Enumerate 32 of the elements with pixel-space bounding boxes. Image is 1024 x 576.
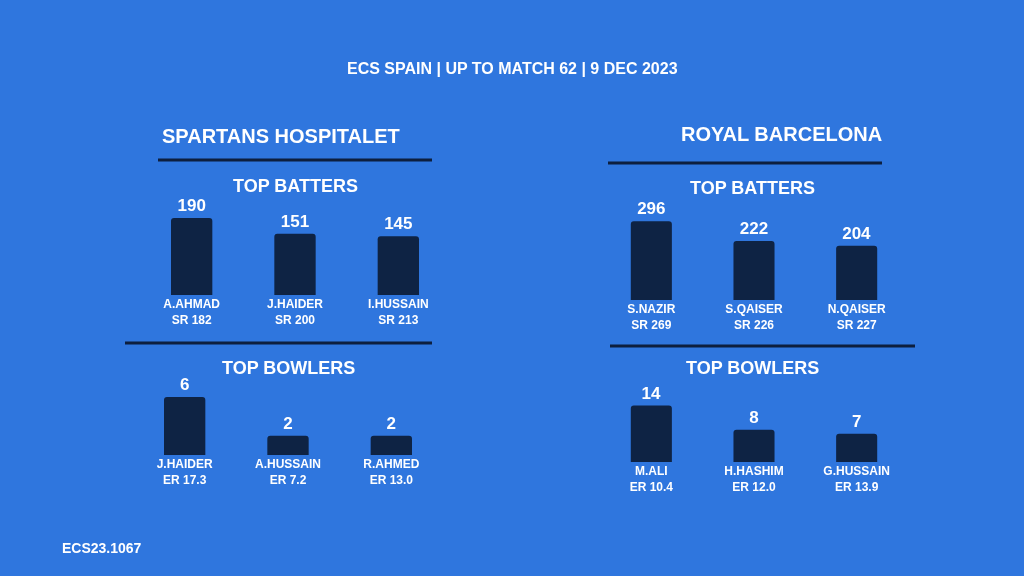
data-label: 6 xyxy=(179,374,190,394)
x-tick-label: I.HUSSAIN SR 213 xyxy=(367,297,429,327)
x-tick-label: M.ALI ER 10.4 xyxy=(629,464,674,494)
chart-subtitle: TOP BATTERS xyxy=(690,178,816,198)
x-tick-label: J.HAIDER ER 17.3 xyxy=(156,457,214,487)
x-tick-label: N.QAISER SR 227 xyxy=(827,302,886,332)
chart-title: SPARTANS HOSPITALET xyxy=(162,125,400,147)
data-label: 204 xyxy=(842,223,872,243)
data-label: 7 xyxy=(851,411,862,431)
x-tick-label: S.NAZIR SR 269 xyxy=(627,302,676,332)
data-label: 296 xyxy=(637,199,666,219)
x-tick-label: A.AHMAD SR 182 xyxy=(163,297,221,327)
x-tick-label: G.HUSSAIN ER 13.9 xyxy=(823,464,891,494)
chart-subtitle: TOP BATTERS xyxy=(233,176,359,196)
data-label: 151 xyxy=(280,211,310,231)
x-tick-label: R.AHMED ER 13.0 xyxy=(363,457,420,487)
x-tick-label: S.QAISER SR 226 xyxy=(725,302,783,332)
x-tick-label: H.HASHIM ER 12.0 xyxy=(724,464,784,494)
chart-title: TOP BOWLERS xyxy=(222,358,356,378)
data-label: 222 xyxy=(739,219,769,239)
data-label: 8 xyxy=(749,407,759,427)
x-tick-label: J.HAIDER SR 200 xyxy=(266,297,324,327)
text: ECS23.1067 xyxy=(62,540,142,556)
data-label: 145 xyxy=(384,214,413,234)
chart-title: TOP BOWLERS xyxy=(686,358,820,378)
text: ECS SPAIN | UP TO MATCH 62 | 9 DEC 2023 xyxy=(347,60,678,77)
x-tick-label: A.HUSSAIN ER 7.2 xyxy=(254,457,322,487)
data-label: 190 xyxy=(177,196,206,216)
chart-title: ROYAL BARCELONA xyxy=(681,123,883,145)
data-label: 2 xyxy=(283,413,293,433)
data-label: 14 xyxy=(641,383,662,403)
data-label: 2 xyxy=(386,413,397,433)
